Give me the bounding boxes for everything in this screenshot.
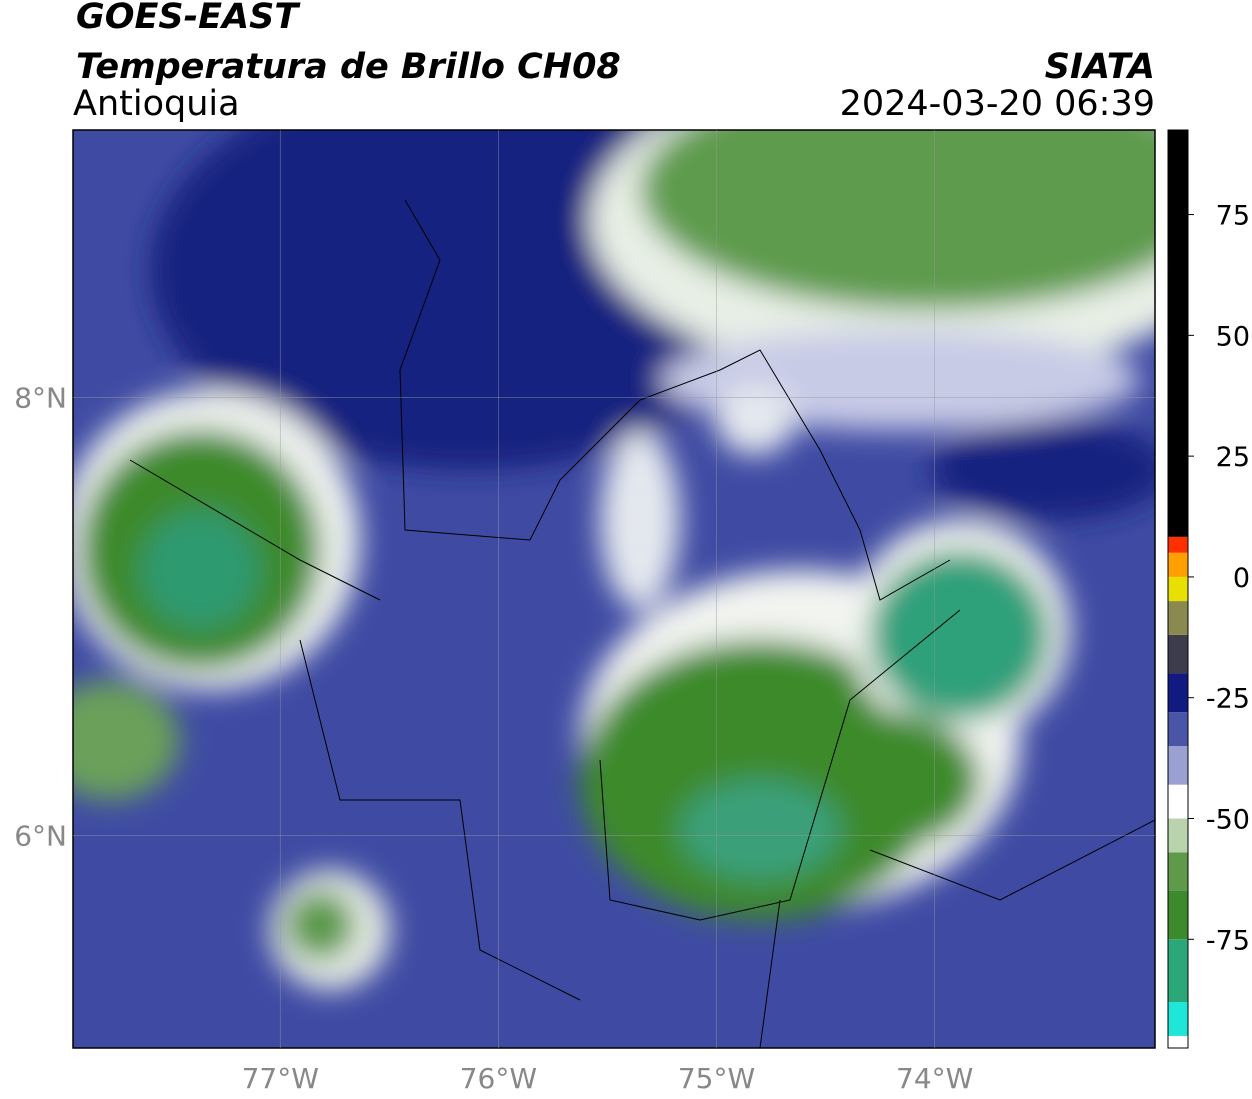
- colorbar-tick-label: 50: [1216, 321, 1250, 352]
- colorbar-segment: [1168, 673, 1188, 713]
- imagery: [73, 130, 1155, 1048]
- region: Antioquia: [73, 84, 240, 124]
- colorbar-segment: [1168, 746, 1188, 785]
- colorbar-segment: [1168, 601, 1188, 635]
- colorbar-segment: [1168, 712, 1188, 747]
- colorbar-segment: [1168, 939, 1188, 1003]
- colorbar-tick-label: 75: [1216, 201, 1250, 232]
- colorbar-segment: [1168, 784, 1188, 819]
- colorbar-segment: [1168, 536, 1188, 553]
- colorbar-tick-label: -50: [1206, 805, 1250, 836]
- x-tick-label: 76°W: [460, 1062, 537, 1095]
- colorbar-segment: [1168, 576, 1188, 602]
- subtitle: Temperatura de Brillo CH08: [76, 47, 621, 87]
- x-tick-label: 77°W: [242, 1062, 319, 1095]
- colorbar-frame: [1167, 129, 1189, 1049]
- x-tick-label: 74°W: [896, 1062, 973, 1095]
- source: SIATA: [1045, 47, 1155, 87]
- colorbar-segment: [1168, 852, 1188, 891]
- colorbar-tick-label: 25: [1216, 442, 1250, 473]
- colorbar-segment: [1168, 818, 1188, 853]
- map-frame: [72, 129, 1156, 1049]
- title: GOES-EAST: [76, 0, 301, 37]
- datetime: 2024-03-20 06:39: [840, 84, 1155, 124]
- colorbar-segment: [1168, 552, 1188, 577]
- colorbar-tick-label: -25: [1206, 684, 1250, 715]
- colorbar-tick-label: 0: [1233, 563, 1250, 594]
- y-tick-label: 8°N: [14, 381, 67, 414]
- colorbar-segment: [1168, 130, 1188, 537]
- y-tick-label: 6°N: [14, 819, 67, 852]
- colorbar-segment: [1168, 1002, 1188, 1036]
- colorbar-segment: [1168, 1035, 1188, 1048]
- colorbar-segment: [1168, 890, 1188, 940]
- colorbar-tick-label: -75: [1206, 925, 1250, 956]
- colorbar-segment: [1168, 634, 1188, 674]
- x-tick-label: 75°W: [678, 1062, 755, 1095]
